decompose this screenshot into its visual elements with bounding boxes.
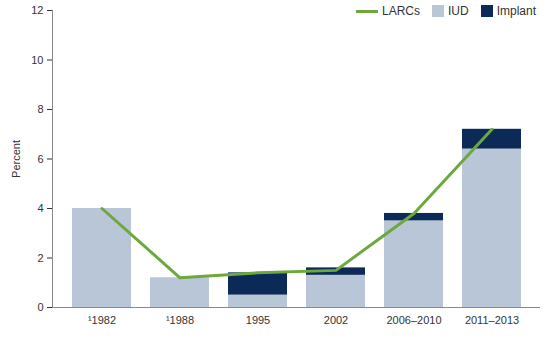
html-text:LARCs: LARCs: [382, 4, 420, 18]
svg-text:4: 4: [37, 202, 43, 214]
svg-text:2: 2: [37, 252, 43, 264]
svg-text:2006–2010: 2006–2010: [386, 314, 441, 326]
svg-text:1995: 1995: [246, 314, 270, 326]
svg-text:Percent: Percent: [10, 140, 22, 178]
svg-text:¹1982: ¹1982: [88, 314, 116, 326]
html-text:IUD: IUD: [448, 4, 469, 18]
svg-text:10: 10: [31, 54, 43, 66]
svg-text:2002: 2002: [324, 314, 348, 326]
svg-text:8: 8: [37, 103, 43, 115]
svg-text:6: 6: [37, 153, 43, 165]
svg-text:12: 12: [31, 4, 43, 16]
html-text:Implant: Implant: [496, 4, 536, 18]
svg-text:¹1988: ¹1988: [166, 314, 194, 326]
svg-text:0: 0: [37, 301, 43, 313]
svg-text:2011–2013: 2011–2013: [465, 314, 519, 326]
